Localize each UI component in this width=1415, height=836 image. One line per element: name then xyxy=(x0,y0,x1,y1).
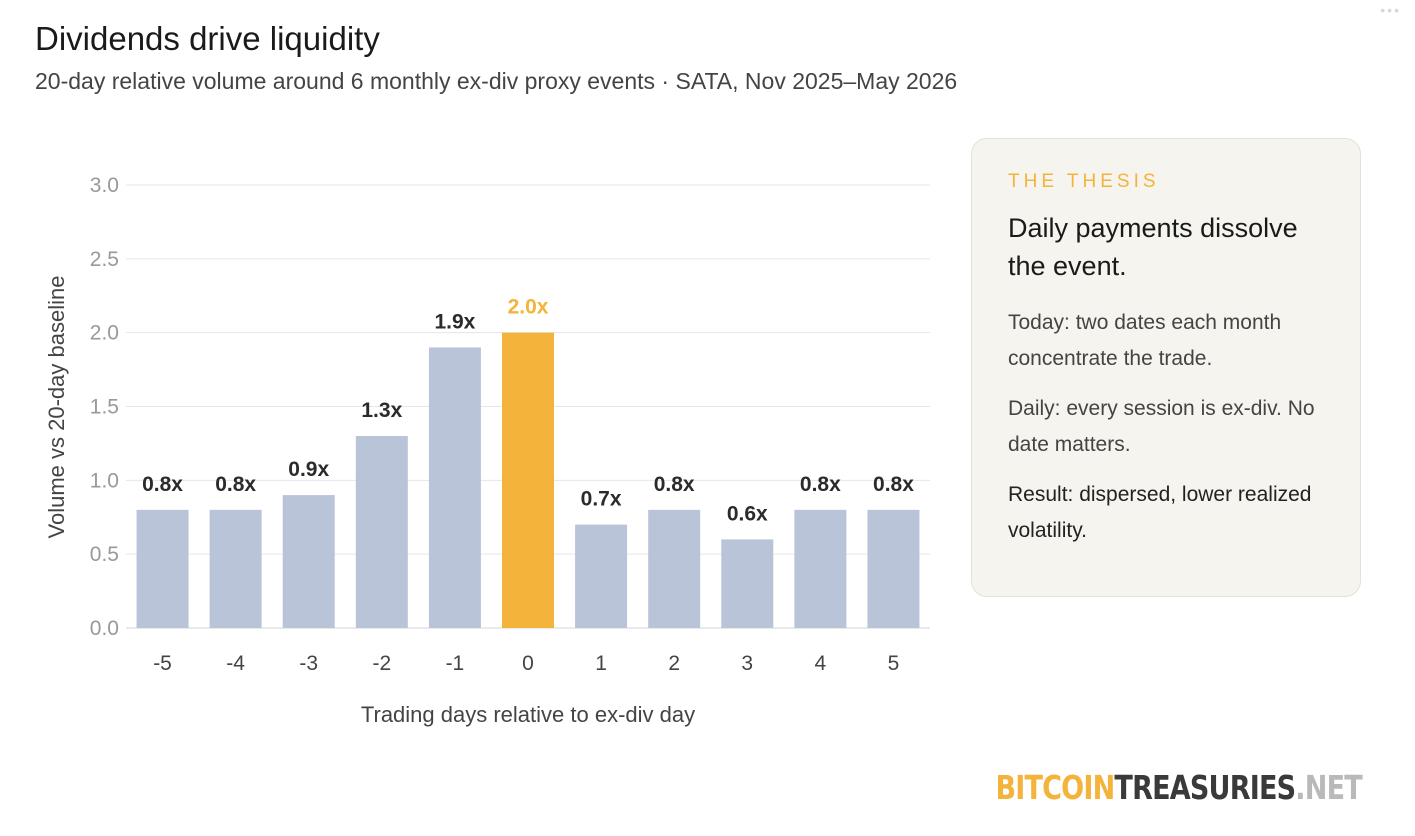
x-axis-ticks: -5 -4 -3 -2 -1 0 1 2 3 4 5 xyxy=(153,652,899,675)
bar-highlight xyxy=(502,332,554,628)
bar-data-label: 0.8x xyxy=(654,473,695,496)
bar-data-labels: 0.8x 0.8x 0.9x 1.3x 1.9x 2.0x 0.7x 0.8x 0.6x 0.8x… xyxy=(142,296,914,526)
bar xyxy=(721,539,774,628)
thesis-card: THE THESIS Daily payments dissolve the e… xyxy=(971,138,1361,597)
bar-data-label: 0.8x xyxy=(142,473,183,496)
bar xyxy=(428,347,481,628)
bar-data-label: 2.0x xyxy=(508,296,549,319)
bar-data-label: 0.8x xyxy=(800,473,841,496)
bar-data-label: 0.9x xyxy=(288,458,329,481)
thesis-paragraph-today: Today: two dates each month concentrate … xyxy=(1008,311,1282,370)
bar-data-label: 0.8x xyxy=(873,473,914,496)
bar xyxy=(648,509,701,628)
y-axis-title: Volume vs 20-day baseline xyxy=(44,276,69,539)
bar xyxy=(136,509,189,628)
bar xyxy=(282,495,335,628)
bar xyxy=(355,436,408,628)
y-tick-label: 3.0 xyxy=(90,174,119,197)
y-tick-label: 1.0 xyxy=(90,469,119,492)
logo-part-treasuries: TREASURIES xyxy=(1114,768,1297,807)
y-tick-label: 0.0 xyxy=(90,617,119,640)
window-menu-dots-icon[interactable]: ••• xyxy=(1380,2,1401,18)
bar xyxy=(794,509,847,628)
bar xyxy=(867,509,920,628)
bar-data-label: 0.8x xyxy=(215,473,256,496)
thesis-paragraph-daily: Daily: every session is ex-div. No date … xyxy=(1008,397,1315,456)
x-tick-label: 1 xyxy=(595,652,607,675)
relative-volume-bar-chart: 0.0 0.5 1.0 1.5 2.0 2.5 3.0 0.8x 0.8x 0.9x 1.3x 1.… xyxy=(44,174,930,727)
x-tick-label: 3 xyxy=(741,652,753,675)
x-tick-label: -2 xyxy=(372,652,391,675)
page-subtitle: 20-day relative volume around 6 monthly … xyxy=(35,68,958,94)
bar xyxy=(575,524,628,628)
thesis-headline: Daily payments dissolve the event. xyxy=(1008,213,1298,281)
x-tick-label: -1 xyxy=(446,652,465,675)
bitcointreasuries-logo: BITCOINTREASURIES.NET xyxy=(995,768,1363,807)
y-axis-ticks: 0.0 0.5 1.0 1.5 2.0 2.5 3.0 xyxy=(90,174,119,640)
y-tick-label: 2.0 xyxy=(90,322,119,345)
bar-data-label: 1.3x xyxy=(361,399,402,422)
y-tick-label: 0.5 xyxy=(90,543,119,566)
thesis-eyebrow: THE THESIS xyxy=(1008,171,1160,192)
y-tick-label: 2.5 xyxy=(90,248,119,271)
x-tick-label: -4 xyxy=(226,652,245,675)
y-tick-label: 1.5 xyxy=(90,396,119,419)
x-tick-label: 5 xyxy=(888,652,900,675)
thesis-paragraph-result: Result: dispersed, lower realized volati… xyxy=(1008,483,1312,542)
bar xyxy=(209,509,262,628)
bar-data-label: 0.7x xyxy=(581,488,622,511)
x-tick-label: -3 xyxy=(299,652,318,675)
logo-part-net: .NET xyxy=(1295,768,1362,807)
logo-part-bitcoin: BITCOIN xyxy=(995,768,1116,807)
bar-data-label: 0.6x xyxy=(727,502,768,525)
bar-data-label: 1.9x xyxy=(434,310,475,333)
page-title: Dividends drive liquidity xyxy=(35,20,380,57)
x-tick-label: 4 xyxy=(815,652,827,675)
bars xyxy=(136,332,920,628)
x-tick-label: 0 xyxy=(522,652,534,675)
x-tick-label: -5 xyxy=(153,652,172,675)
x-tick-label: 2 xyxy=(668,652,680,675)
x-axis-title: Trading days relative to ex-div day xyxy=(361,702,695,727)
